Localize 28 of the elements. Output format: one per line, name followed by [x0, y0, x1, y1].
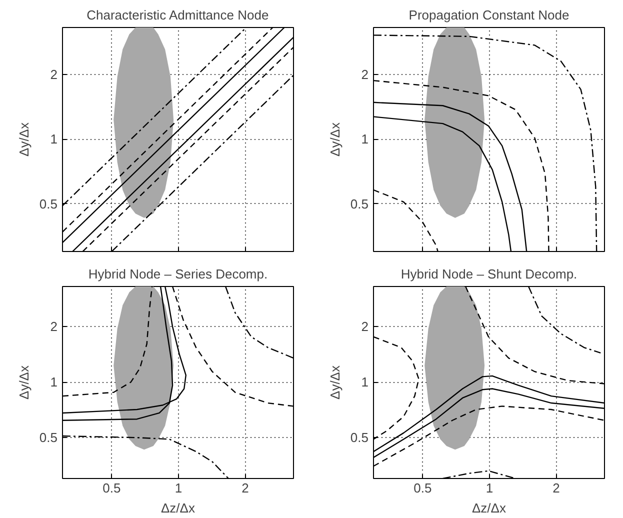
x-tick-label: 1: [486, 480, 494, 496]
y-tick-label: 2: [50, 319, 58, 334]
chart-title: Characteristic Admittance Node: [86, 8, 269, 22]
x-tick-label: 2: [242, 480, 249, 496]
chart-title: Hybrid Node – Shunt Decomp.: [400, 266, 578, 282]
y-tick-label: 2: [361, 66, 369, 82]
y-tick-label: 1: [50, 374, 58, 390]
y-tick-label: 1: [361, 374, 369, 390]
y-axis-title: Δy/Δx: [16, 365, 32, 400]
x-axis-title: Δz/Δx: [472, 500, 506, 516]
y-tick-label: 0.5: [350, 196, 369, 212]
chart-title: Hybrid Node – Series Decomp.: [88, 266, 268, 282]
y-tick-label: 1: [361, 132, 369, 147]
x-tick-label: 2: [552, 480, 560, 496]
x-axis-title: Δz/Δx: [161, 500, 196, 516]
y-tick-label: 0.5: [39, 430, 58, 446]
x-tick-label: 0.5: [102, 480, 121, 496]
x-tick-label: 0.5: [414, 480, 432, 496]
y-tick-label: 1: [50, 132, 58, 147]
y-tick-label: 0.5: [39, 196, 58, 212]
x-tick-label: 1: [174, 480, 182, 496]
y-tick-label: 2: [50, 66, 58, 82]
y-axis-title: Δy/Δx: [16, 122, 32, 156]
y-axis-title: Δy/Δx: [327, 365, 342, 400]
y-tick-label: 0.5: [350, 430, 369, 446]
y-axis-title: Δy/Δx: [327, 122, 342, 156]
chart-title: Propagation Constant Node: [408, 8, 570, 22]
y-tick-label: 2: [361, 319, 369, 334]
